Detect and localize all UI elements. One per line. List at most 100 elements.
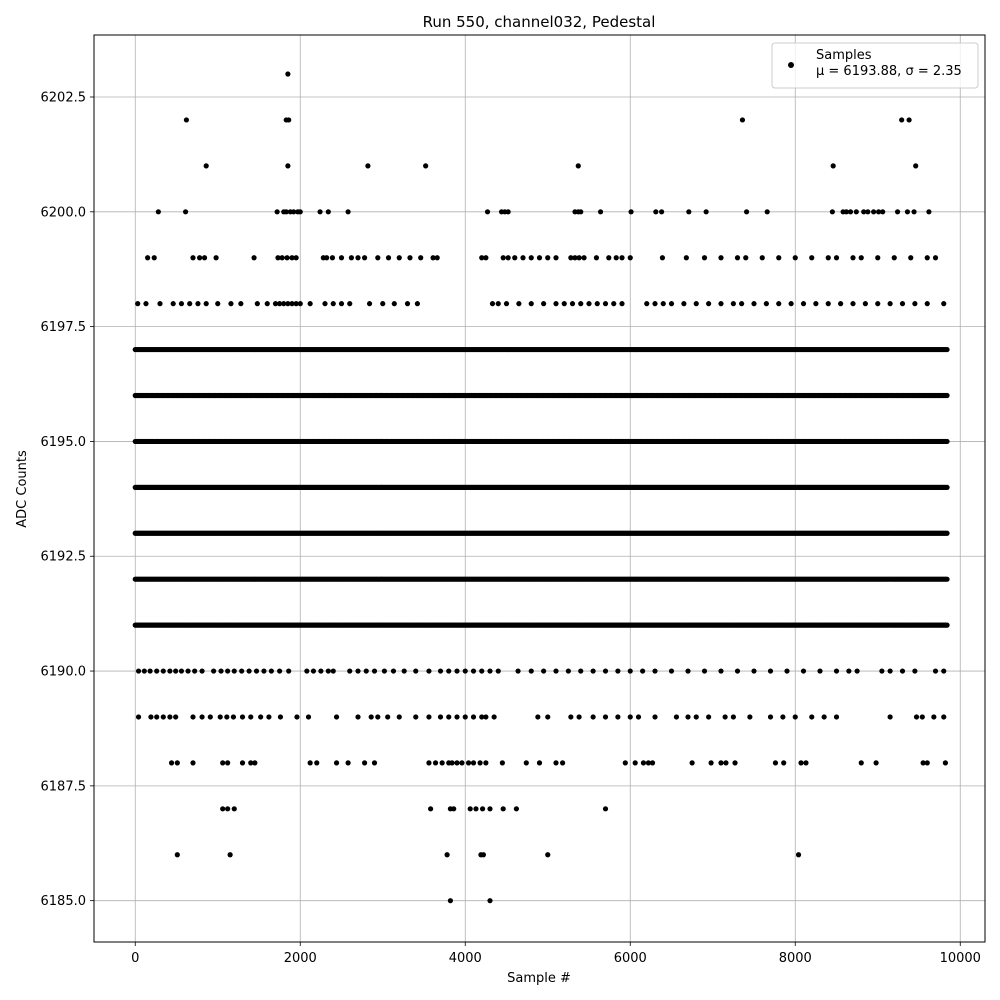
data-point: [203, 163, 209, 169]
data-points: [132, 71, 950, 904]
data-point: [465, 760, 472, 766]
data-point: [871, 209, 877, 215]
data-point: [833, 668, 840, 674]
data-point: [862, 301, 868, 307]
data-point: [215, 301, 221, 307]
data-point: [706, 714, 712, 720]
data-point: [277, 301, 283, 307]
data-point: [160, 714, 166, 720]
data-point: [413, 668, 419, 674]
data-point: [515, 668, 521, 674]
data-point: [926, 209, 932, 215]
data-point: [561, 301, 567, 307]
data-point: [293, 255, 299, 261]
data-point: [899, 117, 905, 123]
data-point: [732, 760, 738, 766]
data-point: [813, 301, 819, 307]
data-point: [434, 255, 440, 261]
data-point: [446, 668, 452, 674]
data-point: [640, 668, 646, 674]
data-point: [462, 668, 468, 674]
data-point: [183, 117, 189, 123]
data-point: [173, 714, 179, 720]
data-point: [833, 714, 840, 720]
data-point: [329, 255, 336, 261]
data-point: [512, 255, 518, 261]
data-point: [627, 714, 633, 720]
data-point: [833, 255, 840, 261]
data-point: [310, 668, 317, 674]
data-point: [254, 301, 260, 307]
data-point: [602, 301, 609, 307]
data-point: [673, 714, 680, 720]
data-point: [489, 301, 496, 307]
data-point: [477, 760, 483, 766]
data-point: [887, 301, 893, 307]
data-point: [484, 209, 491, 215]
data-point: [190, 714, 196, 720]
data-point: [404, 301, 411, 307]
data-point: [942, 760, 949, 766]
data-point: [225, 668, 231, 674]
data-point: [381, 668, 387, 674]
data-point: [495, 668, 501, 674]
data-point: [261, 668, 267, 674]
data-point: [906, 117, 912, 123]
data-point: [899, 668, 906, 674]
data-point: [843, 209, 850, 215]
data-point: [211, 668, 217, 674]
data-point: [451, 806, 457, 812]
data-point: [944, 438, 950, 445]
data-point: [203, 301, 209, 307]
data-point: [941, 714, 947, 720]
data-point: [825, 301, 831, 307]
data-point: [503, 301, 510, 307]
data-point: [652, 714, 658, 720]
data-point: [817, 668, 823, 674]
data-point: [347, 301, 353, 307]
data-point: [545, 255, 551, 261]
data-point: [228, 301, 234, 307]
data-point: [706, 301, 712, 307]
data-point: [873, 760, 879, 766]
data-point: [652, 301, 658, 307]
data-point: [187, 301, 193, 307]
data-point: [590, 714, 596, 720]
data-point: [924, 301, 930, 307]
data-point: [185, 668, 191, 674]
data-point: [154, 714, 160, 720]
data-point: [500, 255, 506, 261]
data-point: [266, 714, 272, 720]
data-point: [157, 301, 163, 307]
data-point: [602, 714, 609, 720]
data-point: [141, 668, 147, 674]
data-point: [659, 255, 666, 261]
data-point: [279, 255, 285, 261]
data-point: [847, 209, 854, 215]
data-point: [541, 301, 547, 307]
data-point: [536, 255, 543, 261]
data-point: [426, 668, 432, 674]
data-point: [718, 760, 724, 766]
data-point: [414, 301, 420, 307]
data-point: [297, 301, 303, 307]
data-point: [718, 255, 724, 261]
data-point: [281, 301, 287, 307]
data-point: [285, 163, 291, 169]
data-point: [523, 760, 529, 766]
data-point: [239, 760, 246, 766]
data-point: [627, 255, 633, 261]
data-point: [536, 760, 543, 766]
data-point: [723, 760, 729, 766]
data-point: [285, 71, 291, 77]
data-point: [365, 163, 371, 169]
data-point: [330, 301, 336, 307]
data-point: [293, 301, 299, 307]
data-point: [199, 714, 205, 720]
data-point: [784, 668, 790, 674]
data-point: [931, 714, 937, 720]
data-point: [838, 301, 844, 307]
data-point: [348, 255, 354, 261]
data-point: [483, 714, 489, 720]
